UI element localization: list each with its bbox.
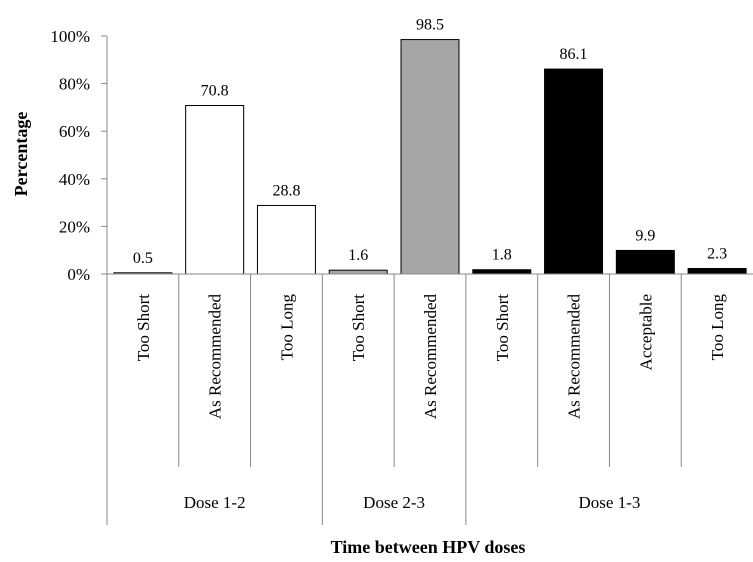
group-labels: Dose 1-2 Dose 2-3 Dose 1-3 — [184, 493, 641, 512]
data-label: 1.8 — [492, 247, 512, 264]
bar — [544, 68, 604, 275]
category-label: Too Short — [493, 294, 512, 362]
data-label: 98.5 — [416, 17, 444, 34]
y-tick-label: 100% — [50, 27, 90, 46]
y-tick-label: 80% — [59, 75, 90, 94]
category-label: Too Long — [277, 294, 296, 361]
axes — [106, 36, 753, 525]
category-label: Too Short — [134, 294, 153, 362]
category-labels: Too Short As Recommended Too Long Too Short… — [134, 294, 727, 420]
y-tick-label: 20% — [59, 217, 90, 236]
data-labels: 0.5 70.8 28.8 1.6 98.5 1.8 86.1 9.9 2.3 — [133, 17, 727, 267]
category-label: As Recommended — [421, 294, 440, 420]
bar — [185, 104, 245, 275]
group-label: Dose 2-3 — [363, 493, 425, 512]
y-tick-label: 40% — [59, 170, 90, 189]
data-label: 1.6 — [348, 247, 368, 264]
data-label: 0.5 — [133, 250, 153, 267]
bar — [256, 204, 316, 275]
data-label: 70.8 — [201, 82, 229, 99]
data-label: 28.8 — [272, 182, 300, 199]
group-label: Dose 1-2 — [184, 493, 246, 512]
bar — [687, 268, 747, 275]
category-label: As Recommended — [206, 294, 225, 420]
data-label: 9.9 — [635, 227, 655, 244]
bar — [400, 39, 460, 275]
y-axis-title: Percentage — [11, 112, 31, 197]
data-label: 2.3 — [707, 246, 727, 263]
bar — [472, 269, 532, 275]
category-label: Too Long — [708, 294, 727, 361]
y-tick-label: 60% — [59, 122, 90, 141]
y-axis-ticks: 0% 20% 40% 60% 80% 100% — [50, 27, 107, 284]
group-label: Dose 1-3 — [579, 493, 641, 512]
bars — [113, 39, 747, 275]
bar — [328, 269, 388, 275]
x-axis-title: Time between HPV doses — [331, 537, 526, 557]
bar — [615, 249, 675, 275]
data-label: 86.1 — [560, 46, 588, 63]
category-label: Acceptable — [636, 294, 655, 370]
category-label: Too Short — [349, 294, 368, 362]
category-label: As Recommended — [565, 294, 584, 420]
y-tick-label: 0% — [67, 265, 90, 284]
